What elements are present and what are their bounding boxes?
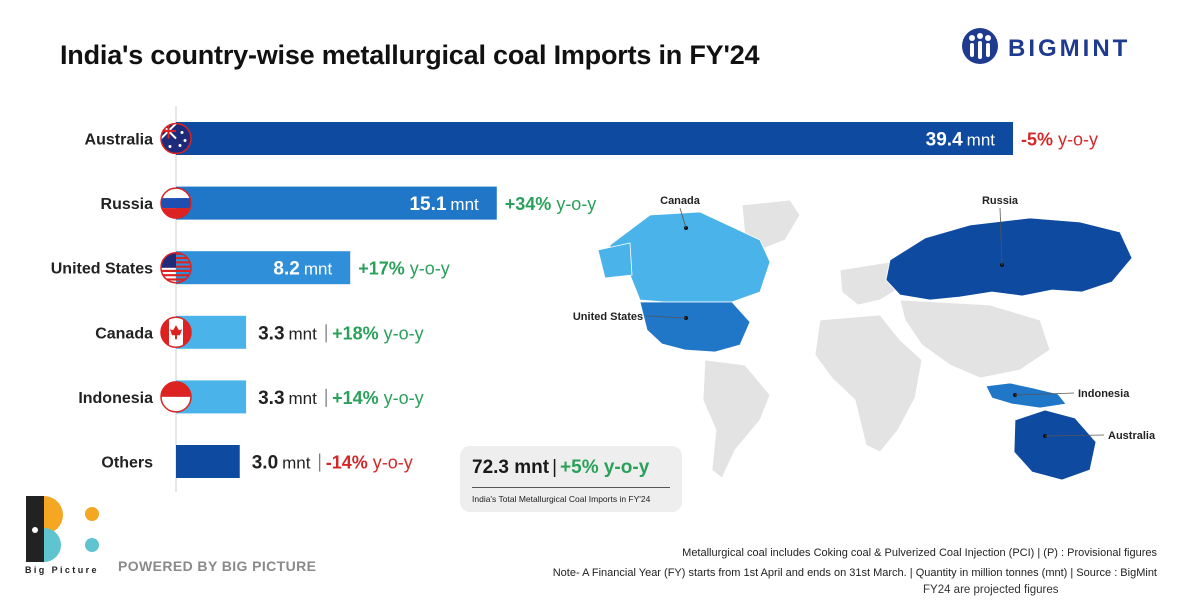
total-divider	[472, 487, 670, 488]
yoy-label-indonesia: +14% y-o-y	[332, 388, 424, 408]
map-label-canada: Canada	[660, 195, 701, 207]
brand-name: BIGMINT	[1008, 35, 1131, 62]
yoy-label-russia: +34% y-o-y	[505, 194, 597, 214]
bar-chart: Australia 39.4 mnt -5% y-o-y Russia 15.1 mnt +34…	[51, 106, 1098, 492]
map-label-united-states: United States	[573, 311, 643, 323]
map-leader-indonesia	[1014, 392, 1075, 396]
land-africa	[814, 314, 923, 453]
total-caption: India's Total Metallurgical Coal Imports…	[472, 494, 651, 504]
page-title: India's country-wise metallurgical coal …	[60, 40, 760, 70]
bigmint-logo: BIGMINT	[960, 26, 1160, 66]
bar-united-states	[176, 251, 351, 285]
country-alaska	[597, 242, 633, 279]
world-map: Canada Russia United States Indonesia Austra…	[573, 195, 1156, 481]
map-leader-australia	[1044, 434, 1105, 437]
australia-flag	[161, 123, 191, 154]
bar-others	[176, 445, 240, 478]
canada-flag	[161, 317, 191, 348]
big-picture-logo-icon	[26, 496, 99, 562]
bar-russia	[176, 186, 497, 220]
bar-row-indonesia: Indonesia 3.3 mnt +14% y-o-y	[78, 380, 424, 414]
total-value: 72.3 mnt	[472, 457, 550, 478]
land-asia	[899, 299, 1051, 379]
map-leader-russia	[999, 207, 1003, 266]
value-label-canada: 3.3 mnt	[258, 323, 317, 344]
value-label-australia: 39.4 mnt	[926, 130, 996, 151]
note-fy: Note- A Financial Year (FY) starts from …	[552, 567, 1157, 579]
yoy-label-australia: -5% y-o-y	[1021, 130, 1098, 150]
total-summary-card: 72.3 mnt | +5% y-o-y India's Total Metallu…	[460, 446, 682, 512]
map-leader-united-states	[645, 315, 687, 319]
bar-row-russia: Russia 15.1 mnt +34% y-o-y	[101, 186, 597, 220]
yoy-label-canada: +18% y-o-y	[332, 323, 424, 343]
total-separator: |	[552, 457, 558, 478]
note-projected: FY24 are projected figures	[923, 584, 1059, 596]
note-pci: Metallurgical coal includes Coking coal …	[682, 547, 1157, 559]
bar-row-canada: Canada 3.3 mnt +18% y-o-y	[95, 315, 424, 349]
indonesia-flag	[161, 381, 191, 412]
bar-row-others: Others 3.0 mnt -14% y-o-y	[101, 445, 413, 478]
country-canada	[609, 211, 771, 303]
country-usa	[639, 301, 751, 353]
yoy-label-united-states: +17% y-o-y	[358, 259, 450, 279]
map-label-australia: Australia	[1108, 430, 1156, 442]
category-label-indonesia: Indonesia	[78, 390, 153, 407]
category-label-australia: Australia	[85, 132, 154, 149]
map-label-indonesia: Indonesia	[1078, 388, 1130, 400]
country-indonesia	[985, 382, 1067, 409]
value-label-united-states: 8.2 mnt	[273, 259, 332, 280]
country-russia	[885, 217, 1133, 301]
map-leader-canada	[679, 207, 687, 229]
bar-australia	[176, 122, 1013, 155]
big-picture-name: Big Picture	[25, 565, 99, 575]
value-label-others: 3.0 mnt	[252, 453, 311, 474]
land-south-america	[702, 359, 771, 479]
russia-flag	[161, 188, 191, 219]
yoy-label-others: -14% y-o-y	[326, 453, 413, 473]
bar-row-australia: Australia 39.4 mnt -5% y-o-y	[85, 122, 1098, 155]
bigmint-logo-icon	[962, 28, 998, 64]
value-label-russia: 15.1 mnt	[409, 194, 479, 215]
category-label-canada: Canada	[95, 325, 153, 342]
category-label-united-states: United States	[51, 261, 153, 278]
total-change: +5% y-o-y	[560, 457, 650, 478]
bar-row-united-states: United States 8.2 mnt +17% y-o-y	[51, 251, 450, 285]
powered-by: POWERED BY BIG PICTURE	[118, 558, 317, 574]
map-label-russia: Russia	[982, 195, 1019, 207]
category-label-russia: Russia	[101, 196, 154, 213]
country-australia	[1013, 409, 1097, 481]
value-label-indonesia: 3.3 mnt	[258, 388, 317, 409]
category-label-others: Others	[101, 455, 153, 472]
